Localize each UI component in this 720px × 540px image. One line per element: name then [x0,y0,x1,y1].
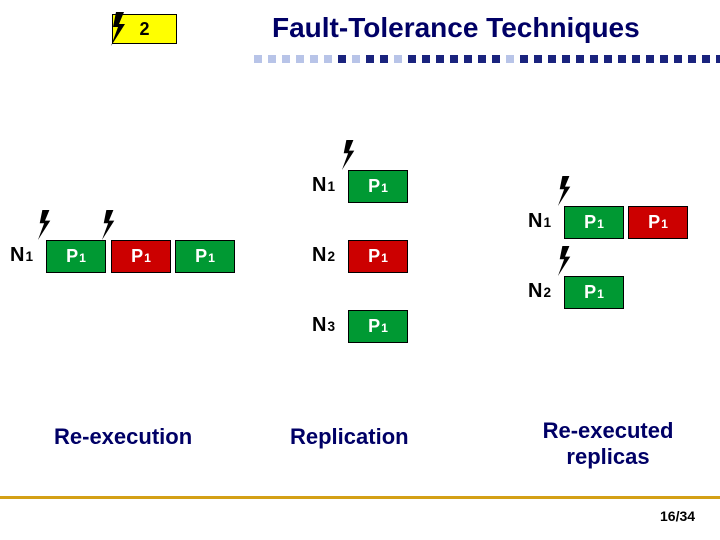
decorative-dots [548,55,720,63]
node-label: N1 [312,174,335,197]
process-block: P1 [175,240,235,273]
process-block: P1 [46,240,106,273]
node-label: N1 [10,244,33,267]
process-block: P1 [111,240,171,273]
fault-bolt-icon [556,246,574,281]
process-block: P1 [348,310,408,343]
page-number: 16/34 [660,508,695,524]
footer-bar [0,496,720,499]
node-label: N2 [312,244,335,267]
process-block: P1 [628,206,688,239]
node-label: N1 [528,210,551,233]
node-label: N2 [528,280,551,303]
fault-bolt-icon [340,140,358,175]
decorative-dots [254,55,542,63]
process-block: P1 [348,240,408,273]
fault-bolt-icon [100,210,118,245]
fault-bolt-icon [556,176,574,211]
caption-replication: Replication [290,424,409,450]
node-label: N3 [312,314,335,337]
fault-bolt-icon [36,210,54,245]
caption-replicas: Re-executed replicas [518,418,698,470]
slide-title: Fault-Tolerance Techniques [272,12,640,44]
caption-reexecution: Re-execution [54,424,192,450]
badge-bolt-icon [108,12,130,51]
